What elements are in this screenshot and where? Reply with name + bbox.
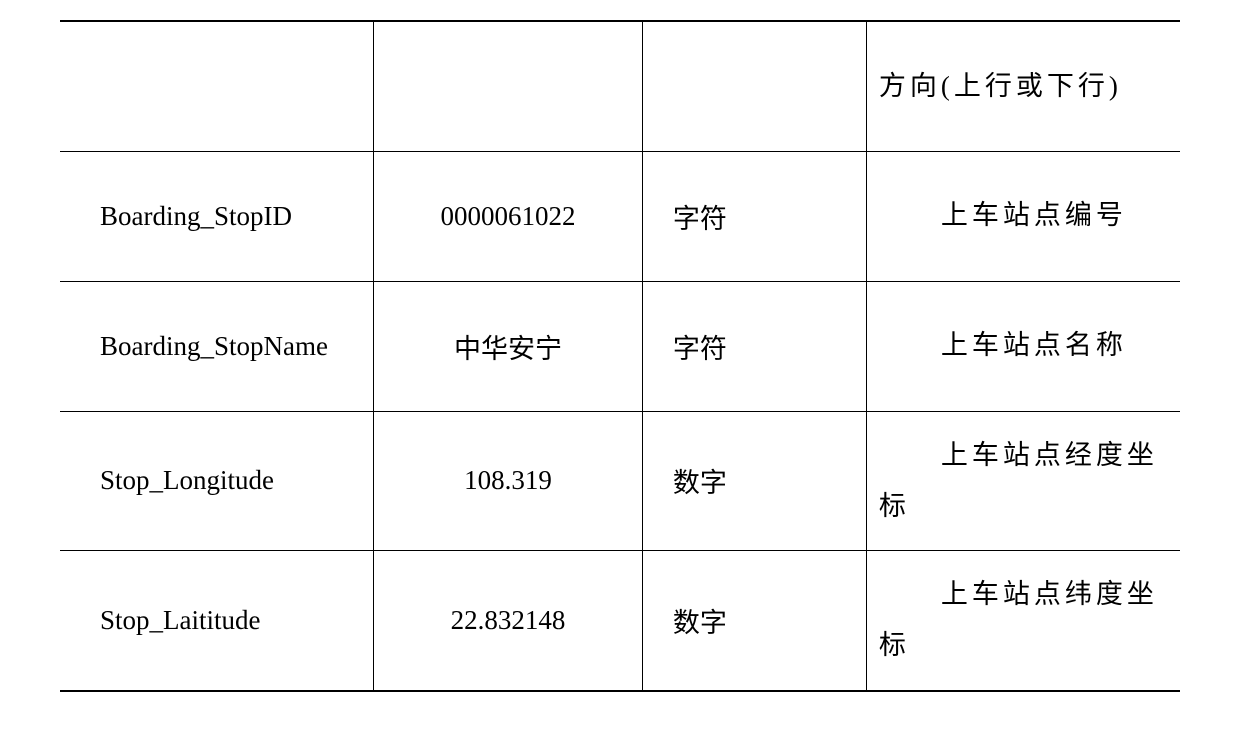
- data-table-container: 方向(上行或下行) Boarding_StopID 0000061022 字符 …: [60, 20, 1180, 692]
- table-row: 方向(上行或下行): [60, 21, 1180, 151]
- cell-description: 上车站点纬度坐标: [866, 551, 1180, 691]
- cell-field-name: [60, 21, 374, 151]
- cell-data-type: 数字: [642, 551, 866, 691]
- cell-data-type: 字符: [642, 281, 866, 411]
- cell-example-value: [374, 21, 643, 151]
- cell-example-value: 108.319: [374, 411, 643, 551]
- cell-field-name: Stop_Longitude: [60, 411, 374, 551]
- cell-description: 方向(上行或下行): [866, 21, 1180, 151]
- cell-field-name: Boarding_StopID: [60, 151, 374, 281]
- cell-example-value: 中华安宁: [374, 281, 643, 411]
- table-row: Stop_Laititude 22.832148 数字 上车站点纬度坐标: [60, 551, 1180, 691]
- cell-field-name: Boarding_StopName: [60, 281, 374, 411]
- cell-field-name: Stop_Laititude: [60, 551, 374, 691]
- cell-data-type: [642, 21, 866, 151]
- cell-example-value: 0000061022: [374, 151, 643, 281]
- cell-example-value: 22.832148: [374, 551, 643, 691]
- table-row: Stop_Longitude 108.319 数字 上车站点经度坐标: [60, 411, 1180, 551]
- cell-description: 上车站点名称: [866, 281, 1180, 411]
- cell-data-type: 数字: [642, 411, 866, 551]
- cell-description: 上车站点经度坐标: [866, 411, 1180, 551]
- cell-description: 上车站点编号: [866, 151, 1180, 281]
- cell-data-type: 字符: [642, 151, 866, 281]
- table-row: Boarding_StopID 0000061022 字符 上车站点编号: [60, 151, 1180, 281]
- table-row: Boarding_StopName 中华安宁 字符 上车站点名称: [60, 281, 1180, 411]
- data-table: 方向(上行或下行) Boarding_StopID 0000061022 字符 …: [60, 20, 1180, 692]
